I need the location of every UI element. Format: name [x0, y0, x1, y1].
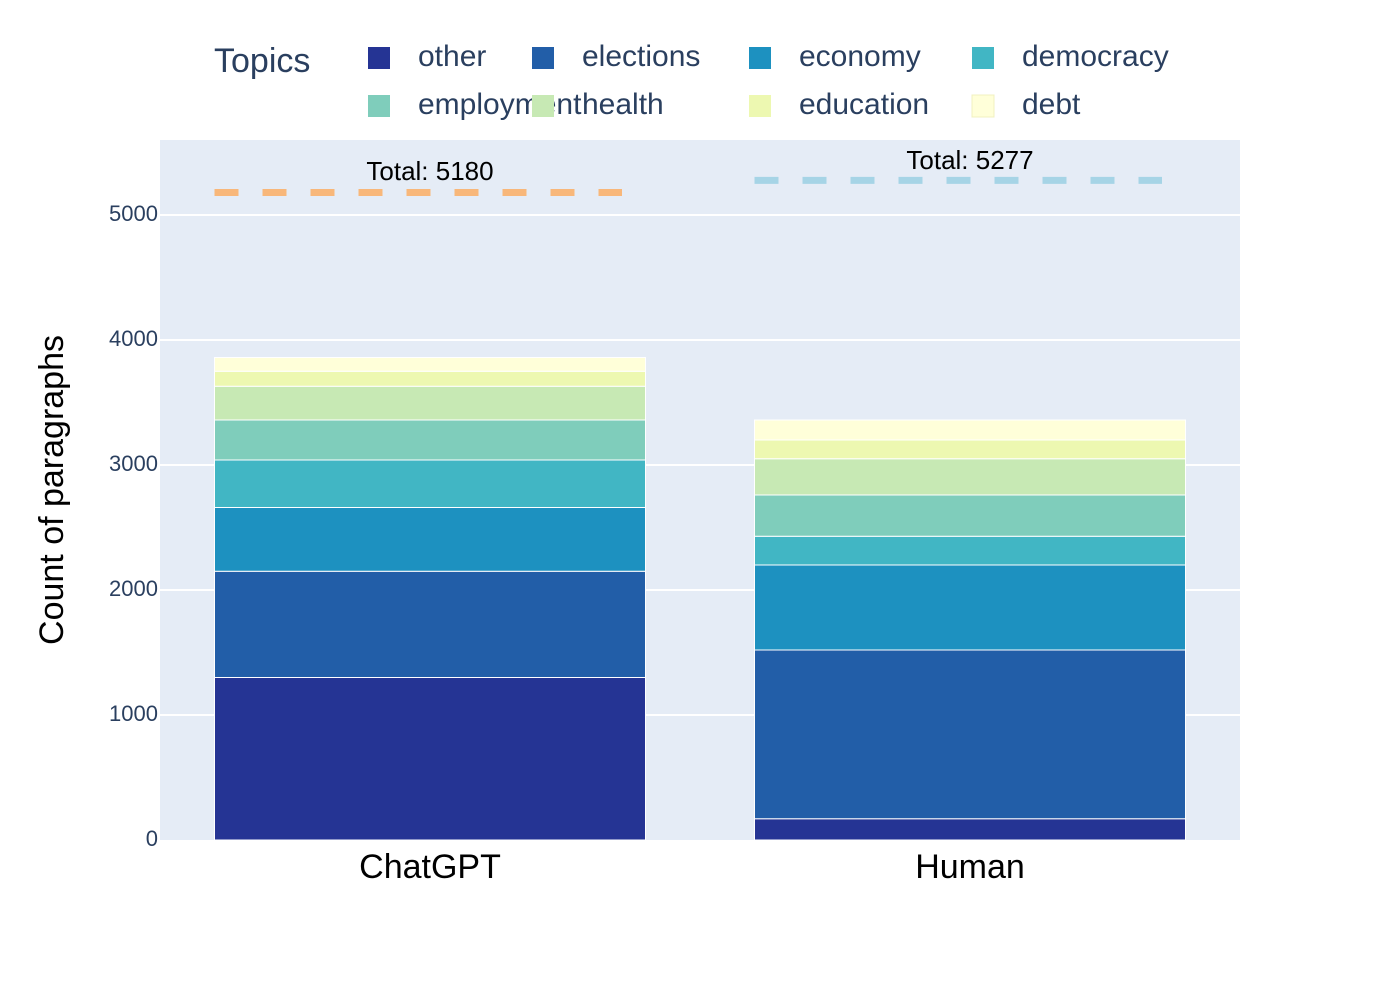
y-axis-title: Count of paragraphs	[33, 335, 71, 645]
legend-swatch-other[interactable]	[368, 47, 390, 69]
bar-human-democracy[interactable]	[754, 535, 1186, 566]
legend-label-debt[interactable]: debt	[1022, 88, 1081, 121]
y-tick-label-5000: 5000	[109, 201, 158, 226]
legend-swatch-education[interactable]	[749, 95, 771, 117]
chatgpt-total-label: Total: 5180	[366, 156, 493, 186]
bar-chatgpt-education[interactable]	[214, 370, 646, 387]
legend-swatch-employment[interactable]	[368, 95, 390, 117]
legend-title: Topics	[214, 42, 310, 80]
total-lines	[214, 176, 1162, 196]
legend-swatch-elections[interactable]	[532, 47, 554, 69]
bar-human-elections[interactable]	[754, 649, 1186, 820]
bar-human-economy[interactable]	[754, 564, 1186, 651]
bar-chatgpt-health[interactable]	[214, 385, 646, 421]
legend-label-employment[interactable]: employment	[418, 88, 582, 121]
human-total-label: Total: 5277	[906, 145, 1033, 175]
legend-label-health[interactable]: health	[582, 88, 664, 121]
bar-human-debt[interactable]	[754, 419, 1186, 441]
bar-human-other[interactable]	[754, 818, 1186, 841]
bar-human-employment[interactable]	[754, 494, 1186, 537]
bar-chatgpt-other[interactable]	[214, 677, 646, 841]
x-axis-ticks: ChatGPT Human	[359, 848, 1025, 886]
legend-swatch-debt[interactable]	[971, 94, 995, 118]
legend-label-democracy[interactable]: democracy	[1022, 40, 1169, 73]
legend-label-elections[interactable]: elections	[582, 40, 700, 73]
bar-human-education[interactable]	[754, 439, 1186, 460]
bar-chatgpt-employment[interactable]	[214, 419, 646, 461]
bars	[214, 357, 1186, 841]
bar-chatgpt-democracy[interactable]	[214, 459, 646, 508]
legend-swatch-democracy[interactable]	[972, 47, 994, 69]
legend[interactable]: other elections economy democracy employment…	[368, 40, 1169, 121]
bar-chatgpt-elections[interactable]	[214, 570, 646, 678]
x-tick-label-human: Human	[915, 848, 1025, 886]
x-tick-label-chatgpt: ChatGPT	[359, 848, 501, 886]
bar-human-health[interactable]	[754, 458, 1186, 496]
legend-label-education[interactable]: education	[799, 88, 929, 121]
y-tick-label-0: 0	[146, 826, 158, 851]
bar-chatgpt-debt[interactable]	[214, 357, 646, 372]
legend-swatch-economy[interactable]	[749, 47, 771, 69]
legend-label-economy[interactable]: economy	[799, 40, 921, 73]
y-tick-label-4000: 4000	[109, 326, 158, 351]
legend-label-other[interactable]: other	[418, 40, 486, 73]
bar-chatgpt-economy[interactable]	[214, 507, 646, 572]
y-axis-ticks: 0 1000 2000 3000 4000 5000	[109, 201, 158, 851]
y-tick-label-2000: 2000	[109, 576, 158, 601]
legend-swatch-health[interactable]	[532, 95, 554, 117]
y-tick-label-3000: 3000	[109, 451, 158, 476]
y-tick-label-1000: 1000	[109, 701, 158, 726]
